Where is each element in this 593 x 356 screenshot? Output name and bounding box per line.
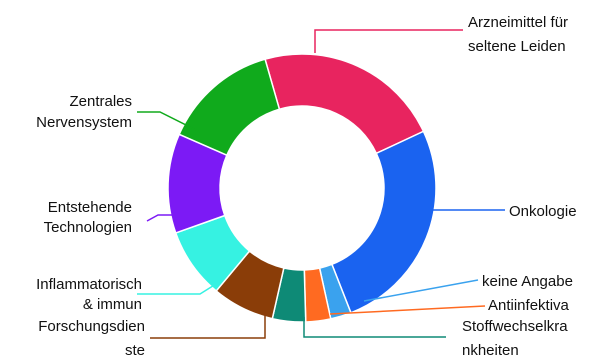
slice-label: Antiinfektiva — [488, 297, 570, 314]
slice-label: nkheiten — [462, 342, 519, 356]
leader-line — [363, 279, 479, 302]
leader-line — [137, 111, 201, 133]
leader-line — [146, 214, 173, 222]
slice-label: Stoffwechselkra — [462, 318, 568, 335]
leader-line — [150, 312, 266, 339]
slice-label: seltene Leiden — [468, 38, 566, 55]
slice-label: ste — [125, 342, 145, 356]
leader-lines-group — [137, 29, 505, 339]
slice-label: Arzneimittel für — [468, 14, 568, 31]
slice-zentrales-nervensystem — [178, 58, 281, 157]
slice-label: Entstehende — [48, 199, 132, 216]
leader-line — [314, 29, 463, 53]
slice-label: Zentrales — [69, 93, 132, 110]
slice-label: Inflammatorisch — [36, 276, 142, 293]
slice-onkologie — [330, 130, 437, 314]
slice-label: Forschungsdien — [38, 318, 145, 335]
slice-label: keine Angabe — [482, 273, 573, 290]
slice-label: Onkologie — [509, 203, 577, 220]
slice-label: Nervensystem — [36, 114, 132, 131]
slice-label: Technologien — [44, 219, 132, 236]
slices-group — [167, 53, 437, 323]
slice-arzneimittel-für-seltene-leiden — [264, 53, 425, 155]
slice-label: & immun — [83, 296, 142, 313]
leader-line — [137, 283, 217, 295]
leader-line — [303, 317, 446, 338]
labels-group: Arzneimittel für seltene Leiden Onkologie k… — [36, 14, 576, 356]
leader-line — [329, 305, 486, 315]
